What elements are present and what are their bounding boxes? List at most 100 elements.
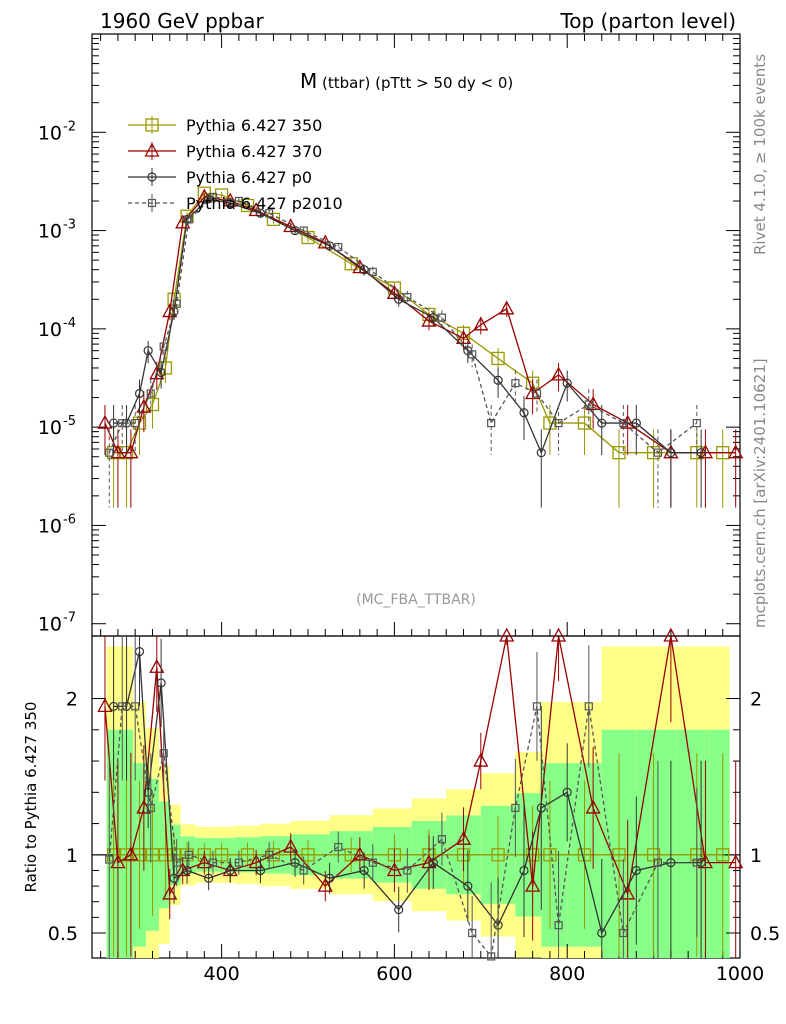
ratio-point <box>646 848 661 862</box>
ratio-point <box>317 877 333 892</box>
ratio-point <box>172 858 181 867</box>
ratio-series-line <box>113 651 702 935</box>
ratio-point <box>97 697 113 712</box>
data-point <box>597 418 607 428</box>
ratio-point <box>663 627 679 642</box>
ratio-point <box>491 848 505 862</box>
ratio-point <box>728 854 744 869</box>
ratio-point <box>204 873 214 883</box>
ratio-point <box>283 838 299 853</box>
data-point <box>149 365 165 380</box>
data-point <box>162 303 178 318</box>
ratio-point <box>394 904 404 915</box>
ratio-point <box>692 858 701 867</box>
ratio-point <box>386 862 402 877</box>
ratio-point <box>511 803 520 813</box>
data-point <box>493 375 503 385</box>
ratio-point <box>487 952 496 961</box>
y-tick-label: 10 <box>38 122 62 144</box>
ratio-y-tick-label: 0.5 <box>48 923 78 945</box>
x-tick-label: 800 <box>549 963 585 985</box>
ratio-point <box>499 627 515 642</box>
ratio-plot-frame <box>91 635 741 959</box>
x-tick-label: 1000 <box>716 963 764 985</box>
ratio-point <box>143 787 153 797</box>
chart-title-main: M <box>300 69 317 93</box>
data-point <box>175 214 191 229</box>
y-tick-label: 10 <box>38 319 62 341</box>
ratio-point <box>525 877 541 892</box>
ratio-point <box>301 848 315 862</box>
data-point <box>234 196 243 206</box>
ratio-point <box>110 854 126 869</box>
data-point <box>584 400 593 409</box>
ratio-point <box>208 858 218 867</box>
data-point <box>468 350 477 359</box>
x-tick-label: 400 <box>203 963 239 985</box>
ratio-point <box>131 702 140 711</box>
ratio-point <box>184 850 193 859</box>
ratio-point <box>156 678 166 688</box>
ratio-point <box>159 749 168 758</box>
ratio-point <box>536 803 546 813</box>
ratio-point <box>368 858 377 867</box>
ratio-point <box>169 873 179 883</box>
ratio-point <box>428 858 438 868</box>
ratio-point <box>145 848 160 862</box>
data-point <box>437 313 447 322</box>
data-point <box>619 418 628 428</box>
legend-marker <box>147 172 157 182</box>
ratio-band-green <box>709 729 730 958</box>
ratio-point <box>266 848 281 862</box>
ratio-point <box>108 701 119 711</box>
data-point <box>394 294 404 304</box>
ratio-point <box>234 858 243 867</box>
main-series-group <box>97 186 744 508</box>
ratio-point <box>554 921 563 930</box>
ratio-y-axis-label: Ratio to Pythia 6.427 350 <box>22 702 40 893</box>
ratio-point <box>631 865 641 876</box>
ratio-point <box>550 627 567 642</box>
ratio-point <box>543 848 557 862</box>
ratio-point <box>255 865 266 876</box>
ratio-point <box>463 881 473 891</box>
header-process-label: Top (parton level) <box>559 9 736 33</box>
ratio-point <box>584 702 593 711</box>
data-point <box>110 444 126 459</box>
series-line <box>104 196 736 454</box>
series-line <box>108 196 698 454</box>
ratio-axes: 0.5 0.5 1 1 2 2 <box>48 689 780 945</box>
ratio-point <box>597 928 607 938</box>
y-tick-exponent: -2 <box>63 119 76 134</box>
y-tick-label: 10 <box>38 221 62 243</box>
data-point <box>266 212 281 227</box>
data-point <box>728 444 744 459</box>
data-point <box>265 209 274 218</box>
ratio-point <box>158 848 173 862</box>
ratio-point <box>123 846 139 861</box>
data-point <box>491 351 505 366</box>
ratio-point <box>118 702 127 711</box>
data-point <box>159 342 168 351</box>
data-point <box>550 366 567 381</box>
data-point <box>299 226 308 235</box>
data-point <box>428 313 438 323</box>
ratio-point <box>299 866 308 875</box>
data-point <box>473 316 489 331</box>
ratio-point <box>455 830 472 845</box>
ratio-point <box>182 865 192 876</box>
ratio-point <box>653 858 663 867</box>
ratio-point <box>519 865 529 876</box>
y-tick-exponent: -6 <box>63 512 76 527</box>
ratio-point <box>619 928 628 938</box>
legend-entry-label: Pythia 6.427 350 <box>186 116 322 135</box>
data-point <box>562 378 572 388</box>
ratio-point <box>146 803 155 813</box>
mcplots-label: mcplots.cern.ch [arXiv:2401.10621] <box>751 358 769 628</box>
ratio-point <box>265 850 274 859</box>
ratio-point <box>175 862 191 877</box>
ratio-point <box>149 658 165 673</box>
ratio-point <box>214 848 229 862</box>
data-point <box>536 448 546 458</box>
ratio-point <box>697 854 714 869</box>
